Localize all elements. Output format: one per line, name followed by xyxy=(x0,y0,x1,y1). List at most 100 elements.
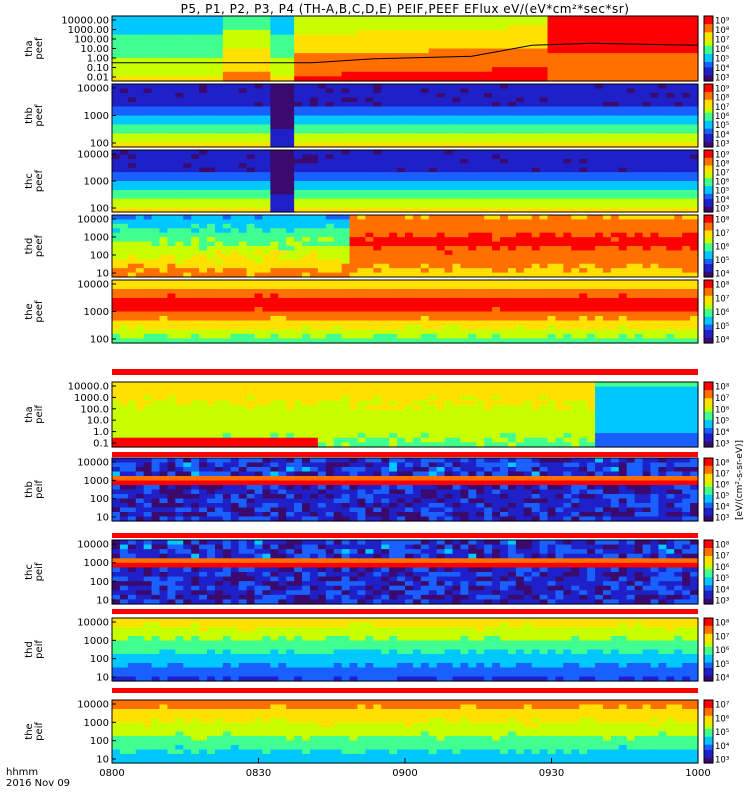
spectrogram-cell xyxy=(682,39,691,45)
spectrogram-cell xyxy=(214,53,224,59)
spectrogram-cell xyxy=(262,76,271,82)
spectrogram-cell xyxy=(460,194,469,200)
spectrogram-cell xyxy=(690,154,699,160)
spectrogram-cell xyxy=(420,307,430,313)
spectrogram-cell xyxy=(420,111,430,117)
spectrogram-cell xyxy=(571,268,580,274)
spectrogram-cell xyxy=(436,272,446,278)
spectrogram-cell xyxy=(412,338,422,344)
spectrogram-cell xyxy=(349,289,359,295)
spectrogram-cell xyxy=(658,84,667,90)
spectrogram-cell xyxy=(389,289,398,295)
spectrogram-cell xyxy=(183,39,192,45)
spectrogram-cell xyxy=(579,142,588,148)
spectrogram-cell xyxy=(436,203,446,209)
spectrogram-cell xyxy=(460,289,469,295)
spectrogram-cell xyxy=(579,250,588,256)
spectrogram-cell xyxy=(428,133,438,139)
spectrogram-cell xyxy=(634,150,644,156)
spectrogram-cell xyxy=(436,84,446,90)
spectrogram-cell xyxy=(222,142,232,148)
spectrogram-cell xyxy=(555,268,564,274)
spectrogram-cell xyxy=(436,329,446,335)
spectrogram-cell xyxy=(294,133,303,139)
spectrogram-cell xyxy=(555,158,564,164)
spectrogram-cell xyxy=(587,185,596,191)
spectrogram-cell xyxy=(515,198,525,204)
spectrogram-cell xyxy=(563,16,572,22)
spectrogram-cell xyxy=(658,237,667,243)
spectrogram-cell xyxy=(159,272,169,278)
spectrogram-cell xyxy=(199,115,208,121)
spectrogram-cell xyxy=(119,84,129,90)
spectrogram-cell xyxy=(595,84,604,90)
spectrogram-cell xyxy=(349,181,359,187)
spectrogram-cell xyxy=(143,124,153,130)
spectrogram-cell xyxy=(579,194,588,200)
spectrogram-cell xyxy=(563,241,572,247)
spectrogram-cell xyxy=(381,241,390,247)
spectrogram-cell xyxy=(302,185,311,191)
spectrogram-cell xyxy=(690,259,699,265)
spectrogram-cell xyxy=(112,124,121,130)
spectrogram-cell xyxy=(563,194,572,200)
spectrogram-cell xyxy=(690,93,699,99)
colorbar-swatch xyxy=(704,186,713,190)
spectrogram-cell xyxy=(444,289,454,295)
spectrogram-cell xyxy=(357,176,367,182)
spectrogram-cell xyxy=(278,133,287,139)
spectrogram-cell xyxy=(444,48,454,54)
spectrogram-cell xyxy=(484,203,493,209)
spectrogram-cell xyxy=(523,29,533,36)
spectrogram-cell xyxy=(294,280,303,286)
spectrogram-cell xyxy=(349,228,359,234)
spectrogram-cell xyxy=(690,219,699,225)
spectrogram-cell xyxy=(199,102,208,108)
spectrogram-cell xyxy=(167,93,176,99)
spectrogram-cell xyxy=(365,154,374,160)
spectrogram-cell xyxy=(547,228,557,234)
spectrogram-cell xyxy=(397,20,406,26)
spectrogram-cell xyxy=(341,259,351,265)
spectrogram-cell xyxy=(547,203,557,209)
spectrogram-cell xyxy=(286,20,295,26)
spectrogram-cell xyxy=(690,97,699,103)
spectrogram-cell xyxy=(507,163,517,169)
spectrogram-cell xyxy=(270,203,279,209)
spectrogram-cell xyxy=(436,67,446,73)
spectrogram-cell xyxy=(563,88,572,94)
spectrogram-cell xyxy=(199,237,208,243)
spectrogram-cell xyxy=(262,71,271,77)
spectrogram-cell xyxy=(325,189,335,195)
spectrogram-cell xyxy=(199,53,208,59)
spectrogram-cell xyxy=(183,307,192,313)
spectrogram-cell xyxy=(183,207,192,213)
spectrogram-cell xyxy=(690,232,699,238)
spectrogram-cell xyxy=(571,76,580,82)
spectrogram-cell xyxy=(587,53,596,59)
spectrogram-cell xyxy=(531,176,541,182)
spectrogram-cell xyxy=(626,172,636,178)
spectrogram-cell xyxy=(341,215,351,221)
spectrogram-cell xyxy=(579,53,588,59)
spectrogram-cell xyxy=(270,29,279,36)
spectrogram-cell xyxy=(294,43,303,50)
spectrogram-cell xyxy=(112,67,121,73)
spectrogram-cell xyxy=(610,163,620,169)
spectrogram-cell xyxy=(167,189,176,195)
spectrogram-cell xyxy=(500,185,509,191)
spectrogram-cell xyxy=(230,284,240,290)
spectrogram-cell xyxy=(286,150,295,156)
spectrogram-cell xyxy=(555,263,564,269)
spectrogram-cell xyxy=(626,129,636,135)
spectrogram-cell xyxy=(397,71,406,77)
spectrogram-cell xyxy=(650,124,660,130)
spectrogram-cell xyxy=(167,124,176,130)
spectrogram-cell xyxy=(674,120,683,126)
spectrogram-cell xyxy=(183,329,192,335)
spectrogram-cell xyxy=(484,237,493,243)
spectrogram-cell xyxy=(357,237,367,243)
colorbar-swatch xyxy=(704,53,713,58)
spectrogram-cell xyxy=(341,203,351,209)
spectrogram-cell xyxy=(405,280,414,286)
